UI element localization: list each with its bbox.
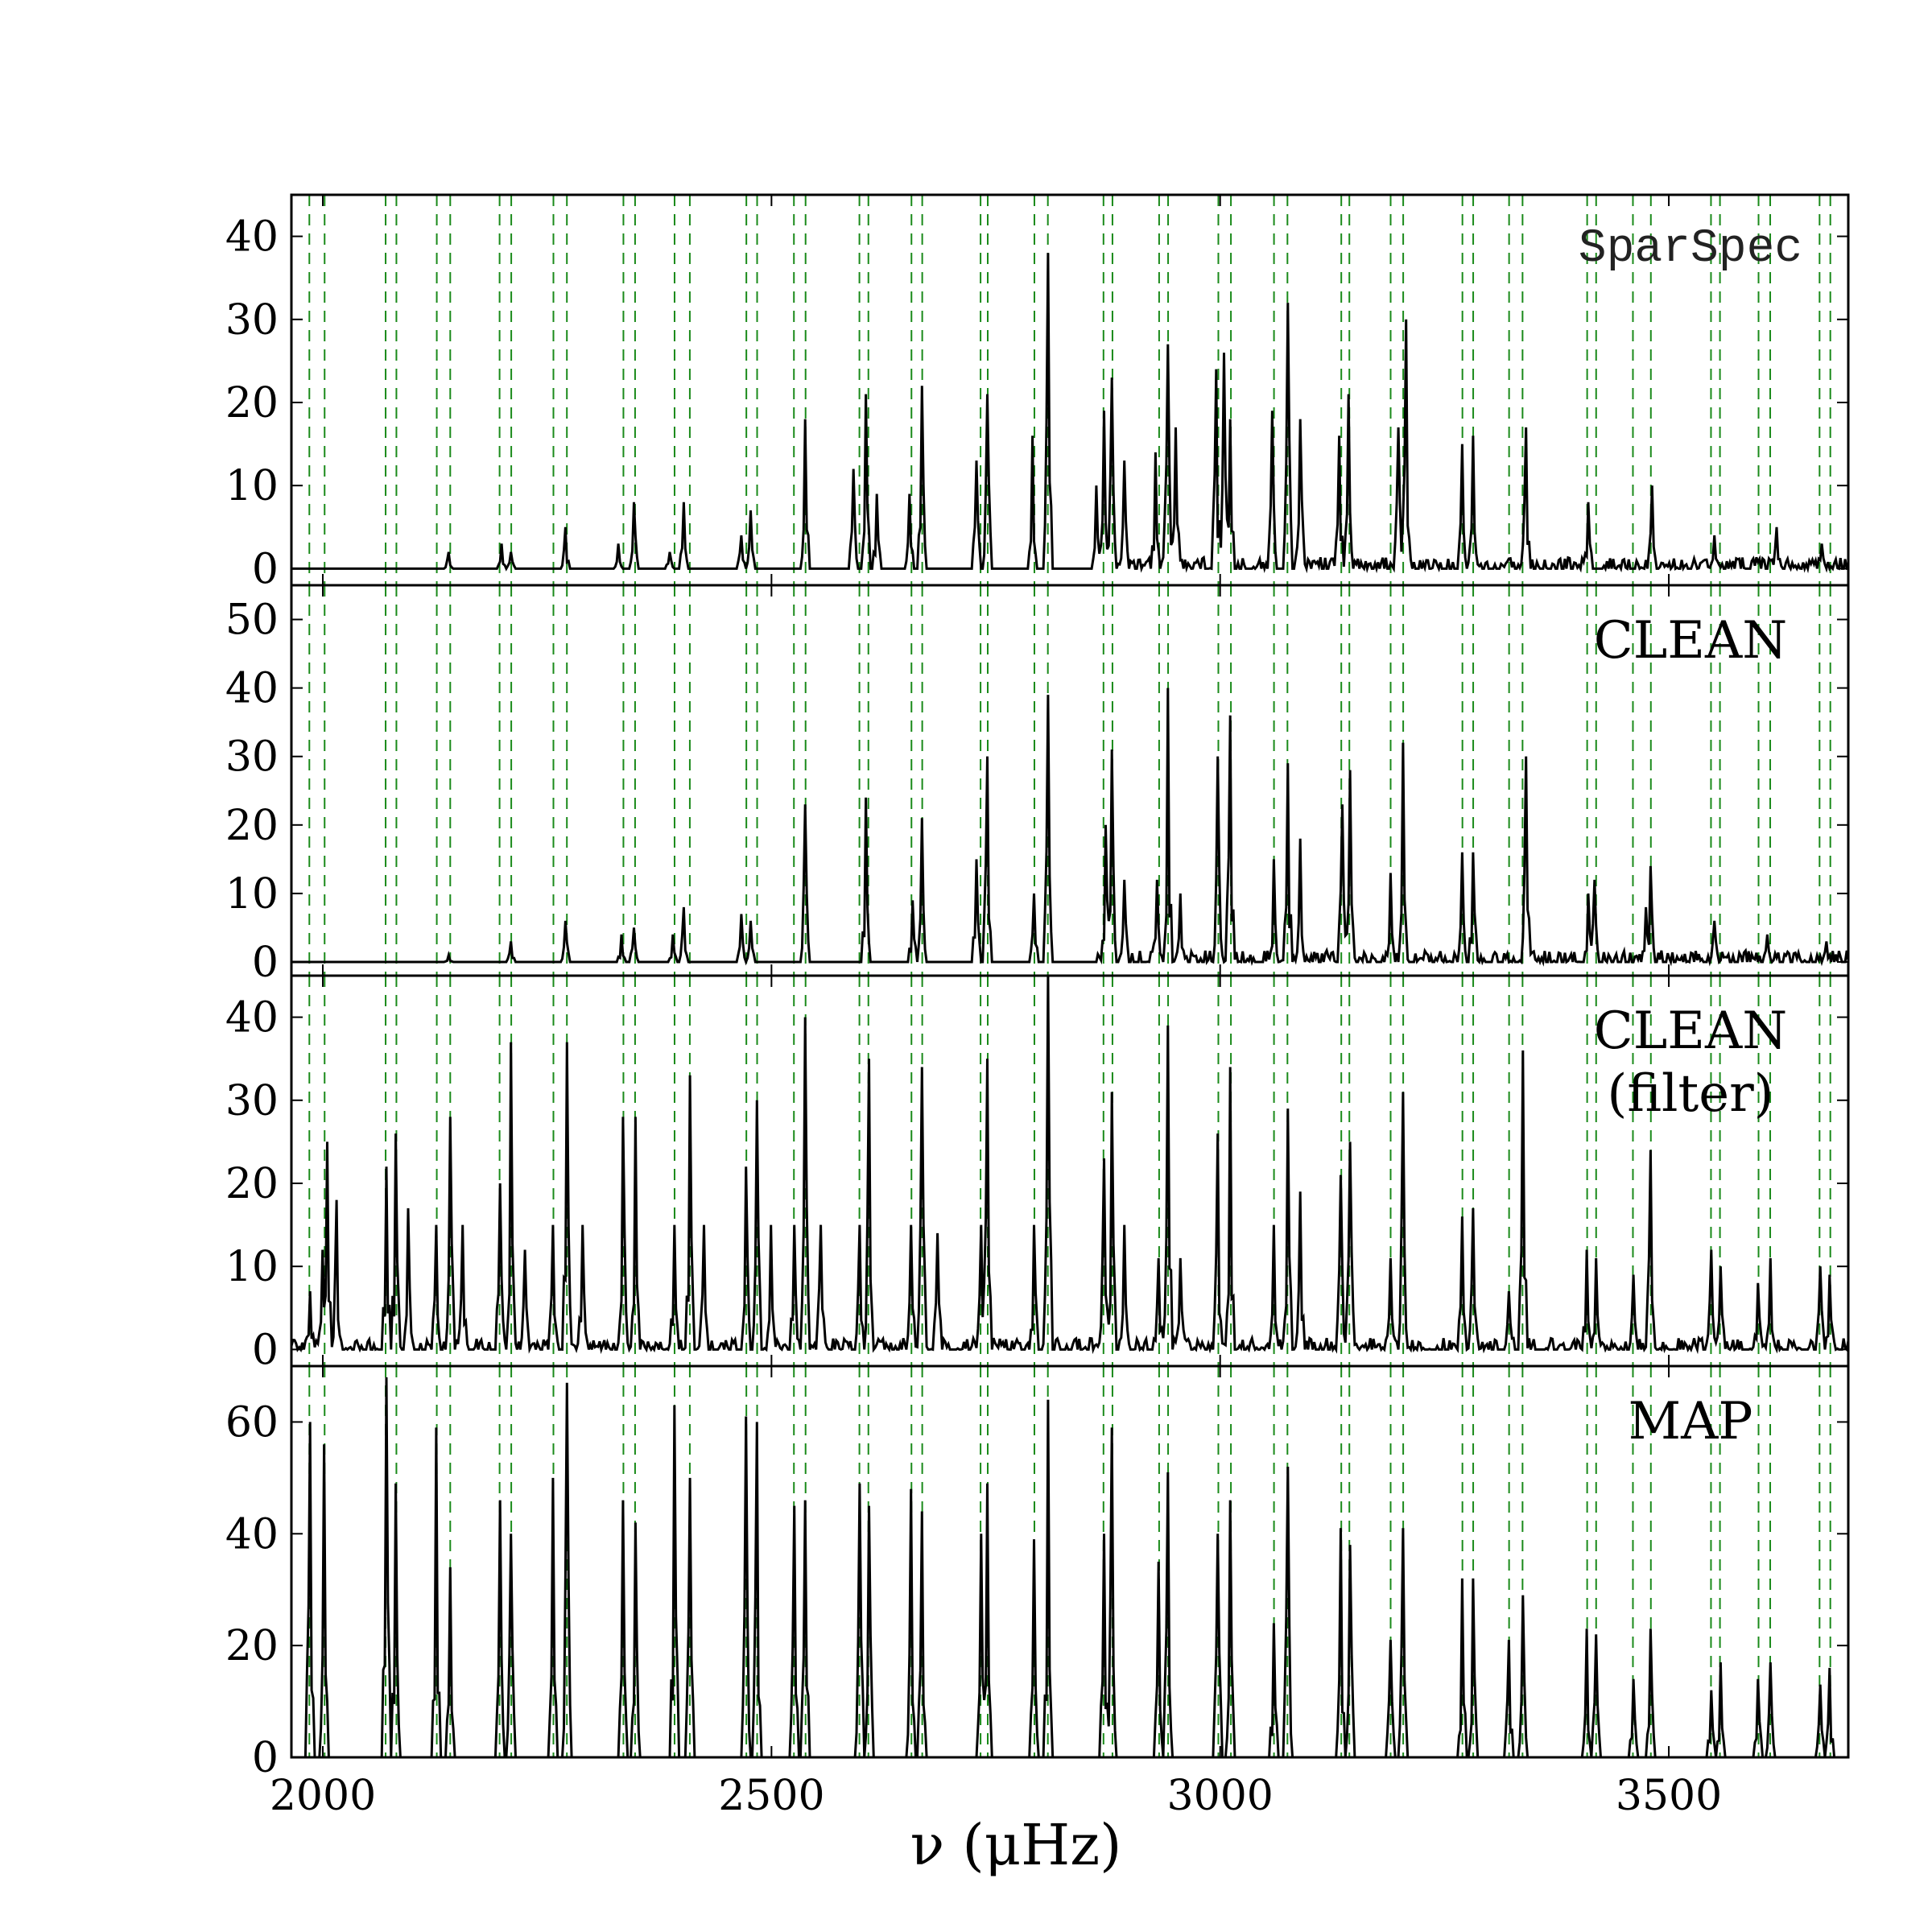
panel-label-line2: (filter)	[1607, 1064, 1773, 1124]
y-tick-label: 30	[225, 733, 279, 782]
y-tick-label: 10	[225, 462, 279, 510]
y-tick-label: 30	[225, 296, 279, 345]
panel-4: 0 20 40 60 MAP	[225, 1364, 1850, 1782]
spectrum-line	[291, 687, 1848, 967]
panel-label: SparSpec	[1579, 223, 1802, 275]
y-tick-label: 30	[225, 1077, 279, 1125]
y-tick-label: 60	[225, 1398, 279, 1447]
y-tick-label: 0	[252, 545, 279, 593]
x-axis-label: ν (μHz)	[910, 1812, 1122, 1878]
y-tick-label: 10	[225, 1243, 279, 1291]
y-tick-label: 40	[225, 665, 279, 713]
panel-2: 0 10 20 30 40 50 CLEAN	[225, 584, 1850, 987]
y-tick-label: 20	[225, 802, 279, 850]
y-tick-label: 10	[225, 870, 279, 919]
y-tick-label: 50	[225, 597, 279, 645]
x-tick-label: 2000	[270, 1772, 376, 1820]
panel-frame	[290, 1364, 1850, 1759]
x-axis: 2000 2500 3000 3500	[270, 1772, 1722, 1820]
panel-label: CLEAN	[1594, 611, 1787, 671]
y-tick-label: 20	[225, 1622, 279, 1670]
panel-label: MAP	[1629, 1392, 1753, 1451]
y-tick-label: 0	[252, 939, 279, 987]
mode-lines-group	[308, 1366, 1831, 1757]
mode-lines-group	[308, 195, 1831, 585]
y-tick-label: 0	[252, 1734, 279, 1782]
y-tick-label: 40	[225, 213, 279, 262]
y-tick-label: 0	[252, 1326, 279, 1374]
x-tick-label: 2500	[718, 1772, 824, 1820]
spectrum-line	[291, 1377, 1848, 1757]
x-tick-label: 3000	[1167, 1772, 1274, 1820]
spectrum-line	[291, 253, 1848, 574]
y-tick-label: 40	[225, 1510, 279, 1558]
panel-1: 0 10 20 30 40 SparSpec	[225, 193, 1850, 593]
panels-group: 0 10 20 30 40 SparSpec 0 10 20 30 40 50 CLEAN 0 10 20 30…	[225, 193, 1850, 1782]
y-tick-label: 40	[225, 994, 279, 1042]
panel-label: CLEAN	[1594, 1001, 1787, 1061]
x-tick-label: 3500	[1616, 1772, 1722, 1820]
spectrum-line	[291, 976, 1848, 1355]
y-tick-label: 20	[225, 379, 279, 427]
panel-3: 0 10 20 30 40 CLEAN(filter)	[225, 974, 1850, 1374]
y-tick-label: 20	[225, 1160, 279, 1208]
